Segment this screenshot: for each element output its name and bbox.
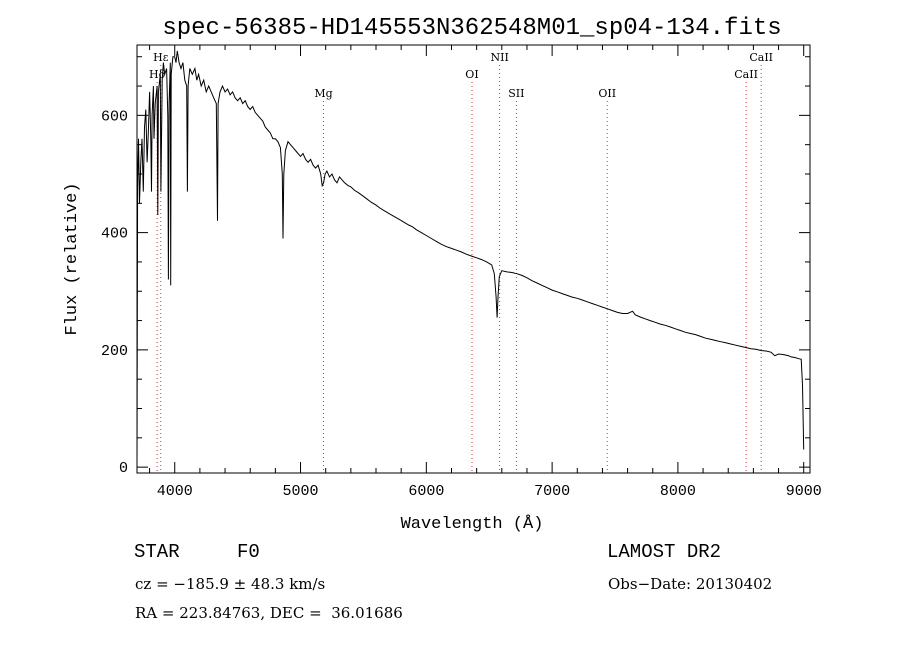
x-axis-label: Wavelength (Å) — [401, 515, 544, 534]
object-subclass: F0 — [237, 541, 260, 563]
x-tick-label: 7000 — [534, 483, 570, 500]
x-tick-labels: 4000 5000 6000 7000 8000 9000 — [157, 483, 822, 500]
spectrum-line — [136, 50, 805, 468]
x-tick-label: 5000 — [283, 483, 319, 500]
spectral-line-label: Mg — [314, 87, 332, 100]
plot-frame — [136, 44, 811, 474]
spectral-line-label: NII — [491, 51, 509, 64]
chart-title: spec-56385-HD145553N362548M01_sp04-134.f… — [162, 15, 781, 42]
y-tick-label: 400 — [101, 226, 128, 243]
observation-date: Obs−Date: 20130402 — [608, 575, 773, 593]
y-tick-label: 600 — [101, 108, 128, 125]
x-tick-label: 4000 — [157, 483, 193, 500]
x-tick-label: 8000 — [660, 483, 696, 500]
x-tick-label: 9000 — [786, 483, 822, 500]
spectral-line-label: CaII — [749, 51, 773, 64]
y-tick-label: 0 — [119, 460, 128, 477]
axis-ticks — [137, 45, 810, 473]
spectral-line-label: Hε — [153, 51, 169, 64]
spectral-line-label: OI — [465, 68, 478, 81]
x-tick-label: 6000 — [408, 483, 444, 500]
y-tick-labels: 0 200 400 600 — [101, 108, 128, 477]
spectral-lines: Hε Hδ Mg OI NII SII OII CaII CaII — [149, 51, 773, 473]
redshift-info: cz = −185.9 ± 48.3 km/s — [135, 575, 326, 593]
object-type: STAR — [134, 541, 180, 563]
y-axis-label: Flux (relative) — [63, 182, 82, 335]
y-tick-label: 200 — [101, 343, 128, 360]
spectral-line-label: OII — [598, 87, 616, 100]
survey-name: LAMOST DR2 — [607, 541, 722, 563]
spectral-line-label: SII — [508, 87, 524, 100]
coordinates: RA = 223.84763, DEC = 36.01686 — [135, 604, 403, 622]
spectral-line-label: Hδ — [149, 68, 166, 81]
spectral-line-label: CaII — [734, 68, 758, 81]
